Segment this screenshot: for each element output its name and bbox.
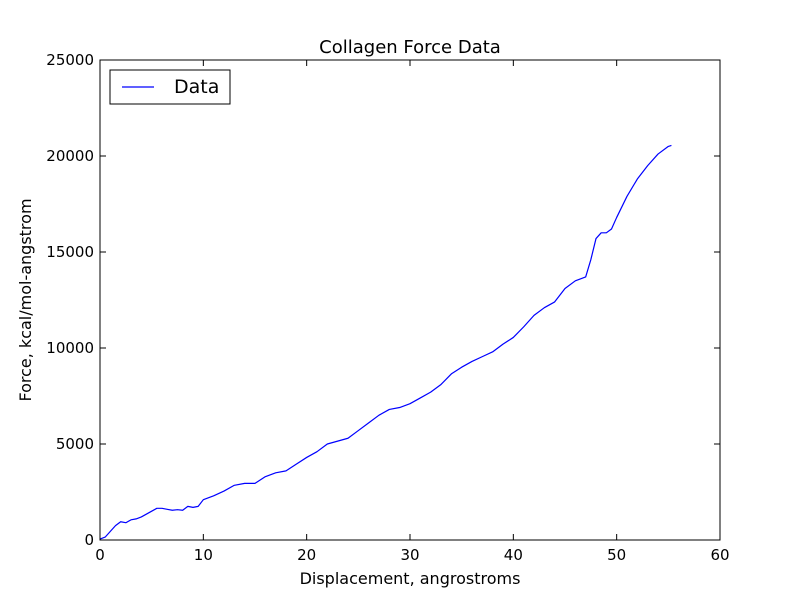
legend: Data	[109, 69, 231, 105]
y-tick-label: 0	[84, 531, 94, 549]
plot-frame	[99, 59, 721, 541]
x-tick-label: 30	[400, 546, 419, 564]
series-line-1	[99, 144, 672, 540]
y-tick-label: 15000	[46, 243, 94, 261]
y-tick-label: 10000	[46, 339, 94, 357]
plot-series	[99, 144, 672, 540]
y-tick-label: 5000	[56, 435, 94, 453]
x-tick-label: 40	[504, 546, 523, 564]
x-tick-label: 0	[95, 546, 105, 564]
x-tick-label: 10	[194, 546, 213, 564]
y-tick-label: 20000	[46, 147, 94, 165]
legend-label-data: Data	[174, 76, 219, 98]
chart-title: Collagen Force Data	[319, 37, 501, 58]
x-tick-label: 20	[297, 546, 316, 564]
axis-ticks: 0 10 20 30 40 50 60 0 5000 10000 15000 20000 25000	[46, 51, 729, 564]
x-tick-label: 60	[710, 546, 729, 564]
x-tick-label: 50	[607, 546, 626, 564]
x-axis-label: Displacement, angrostroms	[300, 569, 521, 588]
y-axis-label: Force, kcal/mol-angstrom	[16, 198, 35, 401]
y-tick-label: 25000	[46, 51, 94, 69]
